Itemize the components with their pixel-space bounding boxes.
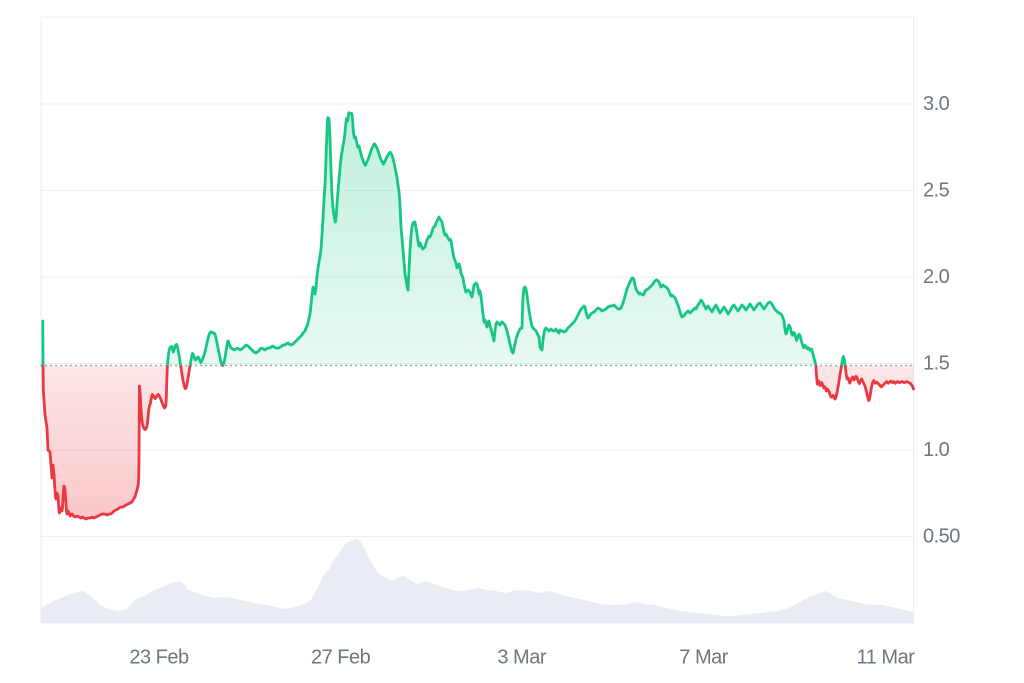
svg-text:0.50: 0.50 — [923, 526, 960, 548]
svg-text:2.0: 2.0 — [923, 266, 950, 288]
svg-text:7 Mar: 7 Mar — [679, 647, 728, 669]
svg-text:3 Mar: 3 Mar — [497, 647, 546, 669]
svg-text:1.5: 1.5 — [923, 353, 950, 375]
svg-text:11 Mar: 11 Mar — [857, 647, 916, 669]
svg-text:1.0: 1.0 — [923, 439, 950, 461]
svg-text:3.0: 3.0 — [923, 93, 950, 115]
svg-text:2.5: 2.5 — [923, 180, 950, 202]
svg-text:23 Feb: 23 Feb — [129, 647, 189, 669]
svg-text:27 Feb: 27 Feb — [311, 647, 371, 669]
